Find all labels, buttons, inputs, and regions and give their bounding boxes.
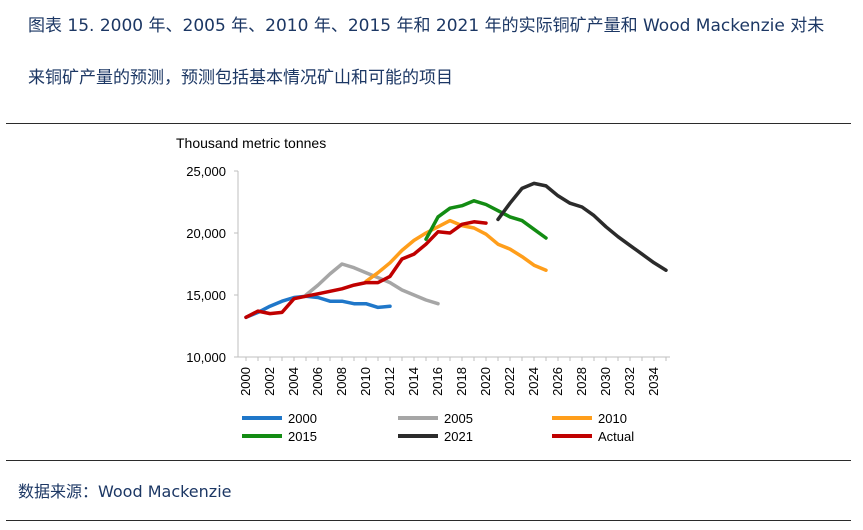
x-tick-label: 2006 (310, 367, 325, 396)
x-tick-label: 2034 (646, 367, 661, 396)
x-tick-label: 2002 (262, 367, 277, 396)
x-tick-label: 2018 (454, 367, 469, 396)
title-line-1: 图表 15. 2000 年、2005 年、2010 年、2015 年和 2021… (28, 16, 825, 36)
header-divider (6, 123, 851, 124)
chart-area: Thousand metric tonnes 10,000 15,000 20,00… (176, 135, 670, 444)
series-line-2021 (496, 181, 668, 272)
chart-title: 图表 15. 2000 年、2005 年、2010 年、2015 年和 2021… (28, 0, 848, 104)
x-tick-label: 2028 (574, 367, 589, 396)
series-line-actual (244, 220, 488, 320)
legend-label-actual: Actual (598, 429, 634, 444)
x-tick-label: 2032 (622, 367, 637, 396)
x-tick-label: 2012 (382, 367, 397, 396)
y-tick-label: 25,000 (186, 164, 226, 179)
legend-label-2015: 2015 (288, 429, 317, 444)
x-tick-label: 2008 (334, 367, 349, 396)
x-tick-label: 2020 (478, 367, 493, 396)
x-tick-label: 2024 (526, 367, 541, 396)
y-tick-label: 15,000 (186, 288, 226, 303)
footer-divider (6, 460, 851, 461)
series-line-2010 (364, 218, 548, 284)
legend-label-2005: 2005 (444, 411, 473, 426)
series-line-2015 (424, 199, 548, 241)
data-source: 数据来源：Wood Mackenzie (18, 482, 232, 501)
axes: 10,000 15,000 20,000 25,000 2000 2002 2004 2006… (186, 164, 670, 396)
x-tick-label: 2016 (430, 367, 445, 396)
series-line-2000 (244, 294, 392, 320)
legend-label-2021: 2021 (444, 429, 473, 444)
title-line-2: 来铜矿产量的预测，预测包括基本情况矿山和可能的项目 (28, 68, 453, 88)
legend: 2000 2005 2010 2015 2021 Actual (242, 411, 634, 444)
x-tick-label: 2030 (598, 367, 613, 396)
legend-label-2010: 2010 (598, 411, 627, 426)
bottom-divider (6, 520, 851, 521)
x-tick-label: 2004 (286, 367, 301, 396)
y-tick-label: 20,000 (186, 226, 226, 241)
x-tick-label: 2010 (358, 367, 373, 396)
legend-label-2000: 2000 (288, 411, 317, 426)
series-lines (244, 181, 668, 320)
y-tick-label: 10,000 (186, 350, 226, 365)
x-tick-label: 2000 (238, 367, 253, 396)
y-axis-unit-label: Thousand metric tonnes (176, 135, 326, 151)
x-tick-label: 2026 (550, 367, 565, 396)
x-tick-label: 2014 (406, 367, 421, 396)
x-tick-label: 2022 (502, 367, 517, 396)
